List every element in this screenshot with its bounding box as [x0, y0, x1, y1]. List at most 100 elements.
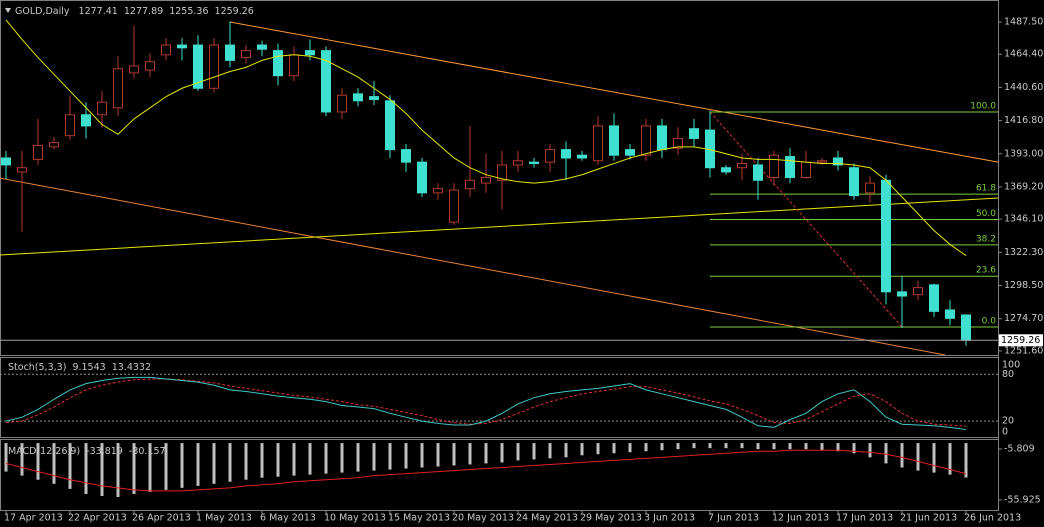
- macd-bar: [724, 443, 728, 449]
- y-tick-label: 1346.10: [1004, 214, 1043, 225]
- macd-bar: [644, 443, 648, 452]
- stoch-tick-label: 20: [1002, 416, 1014, 427]
- candle-body: [289, 54, 299, 77]
- close-value: 1259.26: [215, 6, 254, 17]
- candle-body: [481, 177, 491, 184]
- macd-bar: [276, 443, 280, 477]
- candle-body: [897, 291, 907, 297]
- macd-bar: [340, 443, 344, 473]
- trend-line: [229, 21, 999, 163]
- candle-body: [97, 101, 107, 116]
- macd-bar: [916, 443, 920, 471]
- candle-body: [689, 128, 699, 139]
- candle-body: [449, 189, 459, 223]
- x-tick-label: 12 Jun 2013: [772, 513, 829, 524]
- macd-bar: [596, 443, 600, 455]
- candle-body: [785, 156, 795, 178]
- symbol: GOLD,Daily: [15, 6, 70, 17]
- candle-body: [193, 44, 203, 89]
- candle-body: [209, 44, 219, 89]
- stoch-title: Stoch(5,3,3): [8, 362, 66, 373]
- macd-bar: [68, 443, 72, 489]
- macd-bar: [708, 443, 712, 449]
- candle-body: [529, 161, 539, 165]
- macd-bar: [324, 443, 328, 474]
- macd-header: MACD(12,26,9) -33.819 -30.157: [8, 446, 166, 457]
- macd-bar: [612, 443, 616, 454]
- macd-bar: [420, 443, 424, 468]
- candle-body: [81, 114, 91, 127]
- y-tick-label: 1440.60: [1004, 82, 1043, 93]
- x-tick-label: 6 May 2013: [260, 513, 316, 524]
- macd-bar: [52, 443, 56, 484]
- high-value: 1277.89: [124, 6, 163, 17]
- fib-label: 38.2: [976, 234, 996, 244]
- candle-body: [417, 161, 427, 194]
- fib-label: 50.0: [976, 209, 996, 219]
- macd-bar: [468, 443, 472, 465]
- macd-bar: [868, 443, 872, 458]
- macd-bar: [836, 443, 840, 452]
- candle-body: [801, 161, 811, 179]
- candle-body: [657, 125, 667, 151]
- candle-body: [385, 100, 395, 151]
- candle-body: [337, 94, 347, 113]
- macd-tick-label: -55.925: [1004, 495, 1041, 506]
- candle-body: [49, 142, 59, 148]
- macd-bar: [164, 443, 168, 490]
- header: GOLD,Daily 1277.41 1277.89 1255.36 1259.…: [15, 6, 254, 17]
- macd-bar: [292, 443, 296, 476]
- candle-body: [369, 96, 379, 100]
- x-tick-label: 29 May 2013: [580, 513, 642, 524]
- macd-bar: [260, 443, 264, 478]
- macd-bar: [580, 443, 584, 456]
- candle-body: [817, 160, 827, 163]
- y-tick-label: 1298.50: [1004, 280, 1043, 291]
- trend-line: [0, 177, 946, 356]
- y-tick-label: 1274.70: [1004, 313, 1043, 324]
- macd-bar: [180, 443, 184, 488]
- macd-bar: [452, 443, 456, 466]
- candle-body: [145, 61, 155, 71]
- trend-line: [0, 197, 999, 256]
- y-tick-label: 1464.40: [1004, 49, 1043, 60]
- stoch-main-value: 9.1543: [72, 362, 105, 373]
- fib-label: 23.6: [976, 266, 996, 276]
- macd-bar: [228, 443, 232, 482]
- macd-bar: [36, 443, 40, 480]
- menu-icon[interactable]: [5, 8, 11, 13]
- x-tick-label: 22 Apr 2013: [68, 513, 127, 524]
- macd-bar: [148, 443, 152, 492]
- candle-body: [497, 164, 507, 181]
- candle-body: [33, 144, 43, 160]
- last-price-label: 1259.26: [1001, 335, 1040, 346]
- open-value: 1277.41: [79, 6, 118, 17]
- x-tick-label: 7 Jun 2013: [708, 513, 759, 524]
- fib-label: 0.0: [982, 316, 997, 326]
- stoch-main: [5, 376, 967, 431]
- candle-body: [241, 50, 251, 59]
- macd-bar: [772, 443, 776, 450]
- candle-body: [929, 284, 939, 312]
- candle-body: [17, 167, 27, 173]
- candle-body: [721, 167, 731, 173]
- candle-body: [577, 154, 587, 159]
- macd-bar: [820, 443, 824, 451]
- macd-bar: [404, 443, 408, 469]
- candle-body: [1, 157, 11, 166]
- macd-bar: [932, 443, 936, 473]
- macd-bar: [388, 443, 392, 470]
- x-tick-label: 26 Apr 2013: [132, 513, 191, 524]
- macd-title: MACD(12,26,9): [8, 446, 80, 457]
- macd-bar: [676, 443, 680, 450]
- macd-bar: [948, 443, 952, 475]
- candle-body: [545, 149, 555, 163]
- candle-body: [513, 160, 523, 166]
- macd-bar: [4, 443, 8, 472]
- y-tick-label: 1487.50: [1004, 17, 1043, 28]
- stoch-header: Stoch(5,3,3) 9.1543 13.4332: [8, 362, 151, 373]
- y-tick-label: 1369.20: [1004, 181, 1043, 192]
- macd-bar: [356, 443, 360, 472]
